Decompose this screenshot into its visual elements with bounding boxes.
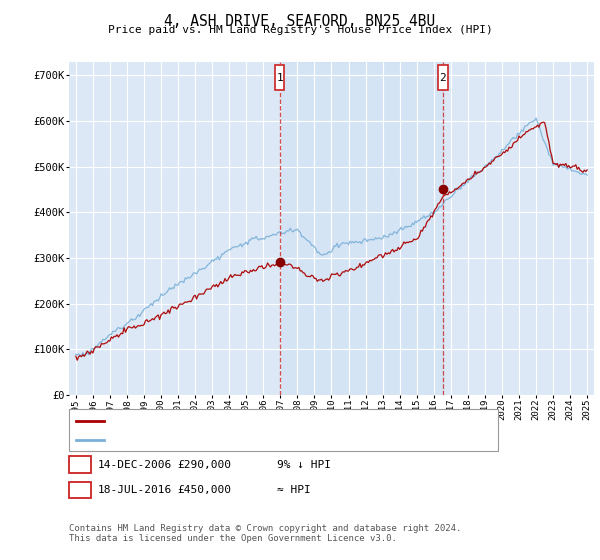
Text: 4, ASH DRIVE, SEAFORD, BN25 4BU (detached house): 4, ASH DRIVE, SEAFORD, BN25 4BU (detache…: [110, 417, 410, 426]
Text: £450,000: £450,000: [178, 485, 232, 495]
Bar: [280, 62, 443, 395]
Text: ≈ HPI: ≈ HPI: [277, 485, 310, 495]
Text: 4, ASH DRIVE, SEAFORD, BN25 4BU: 4, ASH DRIVE, SEAFORD, BN25 4BU: [164, 14, 436, 29]
Text: £290,000: £290,000: [178, 460, 232, 470]
Text: Contains HM Land Registry data © Crown copyright and database right 2024.
This d: Contains HM Land Registry data © Crown c…: [69, 524, 461, 543]
Bar: [275, 65, 284, 90]
Text: HPI: Average price, detached house, Lewes: HPI: Average price, detached house, Lewe…: [110, 435, 366, 445]
Text: 14-DEC-2006: 14-DEC-2006: [98, 460, 172, 470]
Text: 9% ↓ HPI: 9% ↓ HPI: [277, 460, 331, 470]
Text: 18-JUL-2016: 18-JUL-2016: [98, 485, 172, 495]
Text: 2: 2: [76, 485, 83, 495]
Bar: [438, 65, 448, 90]
Text: 2: 2: [440, 73, 446, 82]
Text: Price paid vs. HM Land Registry's House Price Index (HPI): Price paid vs. HM Land Registry's House …: [107, 25, 493, 35]
Text: 1: 1: [277, 73, 283, 82]
Text: 1: 1: [76, 460, 83, 470]
